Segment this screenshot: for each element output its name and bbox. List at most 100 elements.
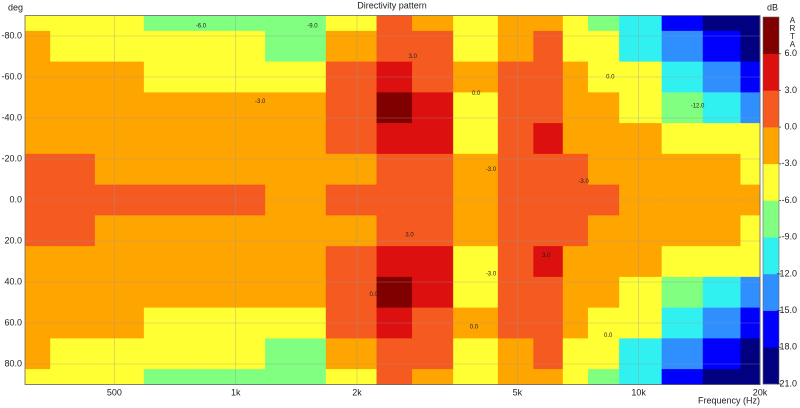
- contour-cell: [533, 153, 564, 186]
- contour-cell: [587, 153, 620, 186]
- contour-label: 3.0: [409, 54, 418, 60]
- contour-label: -3.0: [486, 167, 497, 173]
- y-tick-label: 80.0: [4, 358, 22, 368]
- contour-cell: [587, 30, 620, 63]
- contour-cell: [204, 338, 266, 370]
- contour-cell: [562, 15, 589, 32]
- colorbar-band: [763, 237, 779, 275]
- contour-cell: [562, 369, 589, 385]
- contour-cell: [702, 30, 741, 63]
- contour-cell: [265, 92, 327, 124]
- contour-cell: [50, 30, 96, 63]
- contour-cell: [265, 123, 327, 155]
- y-axis-label: deg: [8, 2, 23, 12]
- contour-cell: [143, 153, 205, 186]
- contour-cell: [562, 92, 589, 124]
- contour-cell: [702, 153, 741, 186]
- contour-cell: [94, 246, 145, 278]
- contour-label: 0.0: [606, 75, 615, 81]
- contour-cell: [94, 338, 145, 370]
- contour-cell: [702, 215, 741, 247]
- colorbar-band: [763, 53, 779, 91]
- contour-label: -6.0: [196, 23, 207, 29]
- contour-cell: [25, 369, 51, 385]
- contour-label: 0.0: [604, 333, 613, 339]
- contour-cell: [661, 369, 704, 385]
- contour-cell: [453, 276, 499, 309]
- colorbar-tick-label: -9.0: [781, 232, 797, 242]
- x-tick-label: 2k: [352, 387, 362, 397]
- contour-cell: [412, 215, 454, 247]
- contour-cell: [702, 123, 741, 155]
- contour-cell: [497, 369, 534, 385]
- contour-cell: [740, 215, 761, 247]
- contour-cell: [25, 153, 51, 186]
- contour-cell: [376, 215, 413, 247]
- contour-cell: [25, 30, 51, 63]
- colorbar-tick-label: -3.0: [781, 158, 797, 168]
- contour-cell: [265, 153, 327, 186]
- contour-cell: [661, 153, 704, 186]
- contour-cell: [661, 246, 704, 278]
- contour-cell: [50, 338, 96, 370]
- contour-cell: [587, 123, 620, 155]
- contour-cell: [204, 153, 266, 186]
- contour-cell: [412, 92, 454, 124]
- contour-cell: [143, 276, 205, 309]
- contour-cell: [453, 30, 499, 63]
- contour-cell: [453, 92, 499, 124]
- contour-cell: [143, 123, 205, 155]
- contour-cell: [497, 15, 534, 32]
- contour-cell: [265, 246, 327, 278]
- contour-label: -3.0: [578, 179, 589, 185]
- contour-cell: [562, 246, 589, 278]
- contour-cell: [497, 215, 534, 247]
- contour-cell: [204, 369, 266, 385]
- contour-cell: [740, 369, 761, 385]
- contour-cell: [204, 276, 266, 309]
- y-tick-label: -60.0: [1, 71, 22, 81]
- contour-cell: [587, 369, 620, 385]
- contour-cell: [740, 92, 761, 124]
- brand: ARTA: [788, 16, 797, 48]
- contour-cell: [661, 338, 704, 370]
- contour-cell: [376, 15, 413, 32]
- contour-cell: [325, 246, 378, 278]
- contour-cell: [94, 15, 145, 32]
- colorbar-tick-label: 6.0: [784, 48, 797, 58]
- colorbar-band: [763, 90, 779, 128]
- contour-cell: [661, 92, 704, 124]
- contour-cell: [412, 153, 454, 186]
- contour-cell: [94, 215, 145, 247]
- contour-cell: [562, 215, 589, 247]
- contour-cell: [412, 246, 454, 278]
- contour-cell: [562, 123, 589, 155]
- contour-cell: [143, 15, 205, 32]
- contour-cell: [376, 123, 413, 155]
- contour-cell: [453, 15, 499, 32]
- contour-cell: [412, 369, 454, 385]
- contour-cell: [702, 369, 741, 385]
- contour-cell: [94, 92, 145, 124]
- x-tick-label: 20k: [753, 387, 768, 397]
- contour-cell: [412, 276, 454, 309]
- contour-cell: [497, 30, 534, 63]
- contour-cell: [453, 246, 499, 278]
- colorbar-tick-label: -6.0: [781, 195, 797, 205]
- contour-cell: [497, 153, 534, 186]
- contour-cell: [265, 369, 327, 385]
- contour-cell: [587, 276, 620, 309]
- chart-title: Directivity pattern: [357, 0, 427, 10]
- y-tick-label: -80.0: [1, 30, 22, 40]
- contour-cell: [143, 246, 205, 278]
- contour-cell: [661, 15, 704, 32]
- contour-cell: [702, 338, 741, 370]
- contour-label: 0.0: [470, 325, 479, 331]
- contour-cell: [204, 15, 266, 32]
- contour-cell: [265, 15, 327, 32]
- contour-label: -12.0: [691, 103, 705, 109]
- x-tick-label: 500: [107, 387, 122, 397]
- contour-cell: [562, 30, 589, 63]
- contour-cell: [412, 15, 454, 32]
- contour-cell: [50, 215, 96, 247]
